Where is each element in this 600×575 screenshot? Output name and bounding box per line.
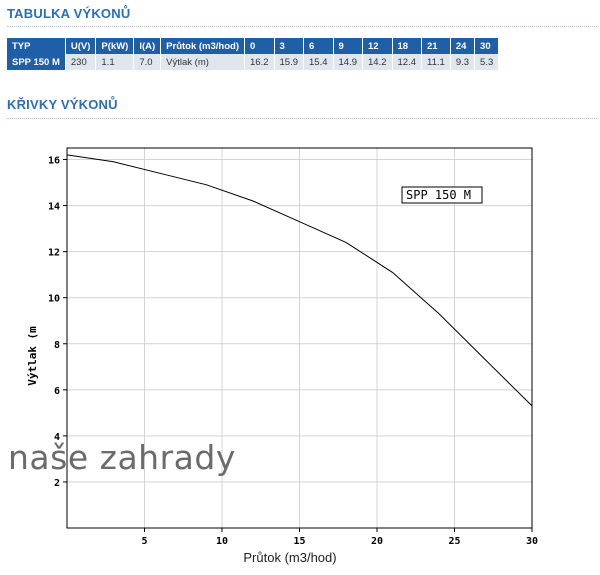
performance-table: TYP U(V) P(kW) I(A) Průtok (m3/hod) 0 3 … — [7, 38, 500, 70]
header-flow-9: 9 — [333, 38, 364, 54]
y-tick-label: 6 — [54, 386, 60, 397]
cell-value: 15.9 — [274, 54, 305, 70]
cell-value: 14.2 — [362, 54, 393, 70]
header-voltage: U(V) — [65, 38, 97, 54]
header-power: P(kW) — [95, 38, 135, 54]
section-divider — [7, 118, 597, 119]
header-typ: TYP — [7, 38, 66, 54]
header-flow-3: 3 — [274, 38, 305, 54]
x-tick-label: 5 — [141, 536, 147, 547]
cell-value: 15.4 — [303, 54, 334, 70]
x-tick-label: 10 — [216, 536, 228, 547]
y-tick-label: 2 — [54, 478, 60, 489]
y-tick-label: 14 — [48, 202, 60, 213]
legend-label: SPP 150 M — [406, 188, 471, 202]
table-row: SPP 150 M 230 1.1 7.0 Výtlak (m) 16.2 15… — [7, 54, 500, 70]
x-tick-label: 25 — [448, 536, 460, 547]
y-tick-label: 8 — [54, 340, 60, 351]
watermark-text: naše zahrady — [8, 438, 236, 477]
cell-voltage: 230 — [65, 54, 97, 70]
x-tick-label: 15 — [293, 536, 305, 547]
x-axis-ticks: 5 10 15 20 25 30 — [141, 528, 538, 547]
y-axis-label: Výtlak (m — [26, 326, 39, 386]
performance-chart: 5 10 15 20 25 30 2 4 6 8 10 12 14 16 SPP 150 M Průto… — [26, 147, 538, 565]
cell-label: Výtlak (m) — [160, 54, 246, 70]
cell-value: 11.1 — [421, 54, 451, 70]
cell-value: 12.4 — [392, 54, 423, 70]
header-flow-12: 12 — [362, 38, 393, 54]
y-tick-label: 12 — [48, 248, 60, 259]
header-flow-24: 24 — [450, 38, 476, 54]
x-tick-label: 30 — [526, 536, 538, 547]
cell-power: 1.1 — [95, 54, 135, 70]
section-divider — [7, 26, 597, 27]
table-header-row: TYP U(V) P(kW) I(A) Průtok (m3/hod) 0 3 … — [7, 38, 500, 54]
y-axis-ticks: 2 4 6 8 10 12 14 16 — [48, 156, 67, 489]
y-tick-label: 4 — [54, 432, 60, 443]
curves-section-title: KŘIVKY VÝKONŮ — [7, 97, 118, 112]
header-flow: Průtok (m3/hod) — [160, 38, 246, 54]
header-flow-21: 21 — [421, 38, 451, 54]
cell-current: 7.0 — [133, 54, 162, 70]
chart-grid — [67, 148, 532, 528]
legend: SPP 150 M — [401, 186, 483, 204]
y-tick-label: 16 — [48, 156, 60, 167]
cell-value: 16.2 — [244, 54, 275, 70]
header-current: I(A) — [133, 38, 162, 54]
table-section-title: TABULKA VÝKONŮ — [7, 6, 131, 21]
cell-value: 9.3 — [450, 54, 476, 70]
y-tick-label: 10 — [48, 294, 60, 305]
cell-model: SPP 150 M — [7, 54, 66, 70]
header-flow-30: 30 — [474, 38, 500, 54]
cell-value: 14.9 — [333, 54, 364, 70]
cell-value: 5.3 — [474, 54, 500, 70]
x-tick-label: 20 — [371, 536, 383, 547]
legend-box — [401, 186, 483, 204]
header-flow-18: 18 — [392, 38, 423, 54]
header-flow-6: 6 — [303, 38, 334, 54]
header-flow-0: 0 — [244, 38, 275, 54]
x-axis-label: Průtok (m3/hod) — [243, 550, 336, 565]
series-line-spp-150-m — [66, 154, 533, 407]
